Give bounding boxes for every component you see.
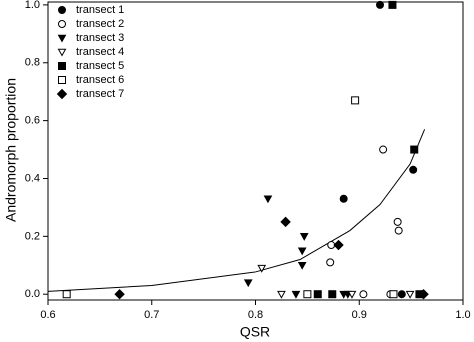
scatter-point — [418, 289, 429, 300]
legend-label: transect 5 — [76, 60, 124, 72]
x-tick-label: 0.8 — [248, 309, 263, 321]
fit-curve — [47, 129, 426, 292]
y-tick-label: 1.0 — [25, 0, 40, 11]
scatter-point — [297, 261, 307, 270]
x-tick-label: 1.0 — [455, 309, 470, 321]
legend-label: transect 2 — [76, 18, 124, 30]
scatter-point — [410, 145, 419, 154]
legend-marker — [58, 20, 66, 28]
legend-marker — [58, 6, 66, 14]
legend-label: transect 1 — [76, 4, 124, 16]
scatter-point — [351, 96, 360, 105]
scatter-point — [299, 233, 309, 241]
scatter-point — [297, 247, 307, 256]
scatter-point — [376, 0, 384, 9]
x-axis-title: QSR — [240, 324, 270, 340]
legend-marker — [57, 48, 67, 57]
scatter-point — [379, 145, 388, 154]
legend-marker — [57, 34, 67, 43]
x-tick-label: 0.7 — [144, 309, 159, 321]
legend-label: transect 3 — [76, 32, 124, 44]
scatter-point — [263, 195, 273, 204]
scatter-point — [114, 289, 125, 300]
scatter-point — [62, 290, 71, 299]
scatter-point — [339, 194, 348, 203]
scatter-point — [333, 239, 344, 251]
scatter-point — [328, 290, 337, 299]
scatter-point — [389, 290, 398, 299]
legend-marker — [56, 88, 68, 100]
scatter-point — [405, 290, 415, 299]
legend-marker — [58, 62, 66, 70]
scatter-point — [359, 290, 368, 299]
scatter-point — [277, 290, 286, 299]
scatter-point — [243, 279, 253, 288]
y-axis-title: Andromorph proportion — [3, 78, 19, 222]
scatter-point — [388, 0, 397, 9]
scatter-point — [291, 290, 301, 299]
scatter-point — [257, 264, 267, 273]
scatter-point — [326, 258, 335, 267]
scatter-point — [303, 290, 312, 299]
scatter-point — [409, 165, 418, 174]
scatter-point — [347, 290, 357, 299]
legend-label: transect 7 — [76, 88, 124, 100]
scatter-point — [397, 290, 406, 299]
scatter-point — [313, 290, 322, 299]
legend-label: transect 6 — [76, 74, 124, 86]
scatter-point — [280, 216, 291, 228]
legend-label: transect 4 — [76, 46, 124, 58]
y-tick-label: 0.4 — [25, 172, 40, 184]
y-tick-label: 0.8 — [25, 57, 40, 69]
scatter-point — [394, 226, 403, 235]
x-tick-label: 0.6 — [40, 309, 55, 321]
scatter-point — [393, 217, 402, 226]
legend-marker — [58, 76, 66, 84]
y-tick-label: 0.6 — [25, 115, 40, 127]
x-tick-label: 0.9 — [352, 309, 367, 321]
y-tick-label: 0.0 — [25, 288, 40, 300]
y-tick-label: 0.2 — [25, 230, 40, 242]
